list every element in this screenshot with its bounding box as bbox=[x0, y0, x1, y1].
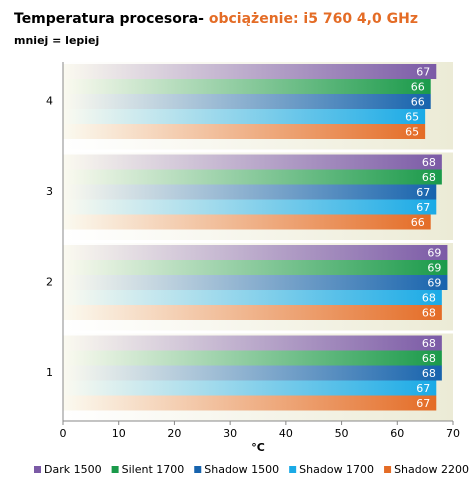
legend-swatch bbox=[34, 466, 41, 473]
value-label: 65 bbox=[405, 111, 419, 124]
x-tick-label: 60 bbox=[390, 427, 404, 440]
bar bbox=[63, 214, 431, 230]
x-tick-label: 70 bbox=[446, 427, 460, 440]
x-tick-label: 40 bbox=[279, 427, 293, 440]
bar bbox=[63, 124, 426, 139]
y-tick-label: 1 bbox=[46, 366, 53, 379]
bar bbox=[63, 79, 431, 94]
bar bbox=[63, 199, 437, 215]
subtitle: mniej = lepiej bbox=[14, 34, 99, 47]
bar bbox=[63, 94, 431, 109]
value-label: 69 bbox=[427, 262, 441, 275]
legend-swatch bbox=[111, 466, 119, 473]
title-main: Temperatura procesora- bbox=[14, 11, 204, 27]
bar bbox=[63, 260, 448, 275]
bar bbox=[63, 395, 437, 411]
value-label: 69 bbox=[427, 247, 441, 260]
bar bbox=[63, 154, 442, 170]
value-label: 67 bbox=[416, 186, 430, 199]
value-label: 67 bbox=[416, 201, 430, 214]
legend-swatch bbox=[289, 466, 297, 473]
bar bbox=[63, 350, 442, 366]
value-label: 68 bbox=[422, 156, 436, 169]
legend-label: Shadow 2200 bbox=[394, 463, 469, 476]
legend-label: Silent 1700 bbox=[122, 463, 185, 476]
value-label: 68 bbox=[422, 292, 436, 305]
value-label: 68 bbox=[422, 307, 436, 320]
legend-label: Dark 1500 bbox=[44, 463, 102, 476]
bar bbox=[63, 380, 437, 396]
x-tick-label: 30 bbox=[223, 427, 237, 440]
value-label: 68 bbox=[422, 367, 436, 380]
value-label: 66 bbox=[411, 216, 425, 229]
value-label: 67 bbox=[416, 382, 430, 395]
y-tick-label: 2 bbox=[46, 276, 53, 289]
bar bbox=[63, 275, 448, 290]
value-label: 65 bbox=[405, 126, 419, 139]
bar bbox=[63, 184, 437, 200]
bar bbox=[63, 64, 437, 79]
value-label: 67 bbox=[416, 397, 430, 410]
value-label: 69 bbox=[427, 277, 441, 290]
title-highlight: obciążenie: i5 760 4,0 GHz bbox=[209, 11, 418, 27]
bar bbox=[63, 245, 448, 260]
x-tick-label: 10 bbox=[112, 427, 126, 440]
value-label: 66 bbox=[411, 96, 425, 109]
value-label: 68 bbox=[422, 337, 436, 350]
bar bbox=[63, 290, 442, 305]
chart-title: Temperatura procesora- obciążenie: i5 76… bbox=[14, 11, 418, 27]
value-label: 68 bbox=[422, 352, 436, 365]
bar bbox=[63, 335, 442, 351]
y-tick-label: 3 bbox=[46, 185, 53, 198]
bar bbox=[63, 109, 426, 124]
value-label: 67 bbox=[416, 66, 430, 79]
y-tick-label: 4 bbox=[46, 95, 53, 108]
x-axis-label: °C bbox=[251, 441, 265, 454]
x-tick-label: 20 bbox=[167, 427, 181, 440]
legend-label: Shadow 1500 bbox=[204, 463, 279, 476]
bar bbox=[63, 305, 442, 320]
value-label: 68 bbox=[422, 171, 436, 184]
value-label: 66 bbox=[411, 81, 425, 94]
legend-swatch bbox=[194, 466, 202, 473]
legend-swatch bbox=[384, 466, 392, 473]
bar bbox=[63, 365, 442, 381]
x-tick-label: 50 bbox=[335, 427, 349, 440]
x-tick-label: 0 bbox=[60, 427, 67, 440]
bar bbox=[63, 169, 442, 185]
legend-label: Shadow 1700 bbox=[299, 463, 374, 476]
